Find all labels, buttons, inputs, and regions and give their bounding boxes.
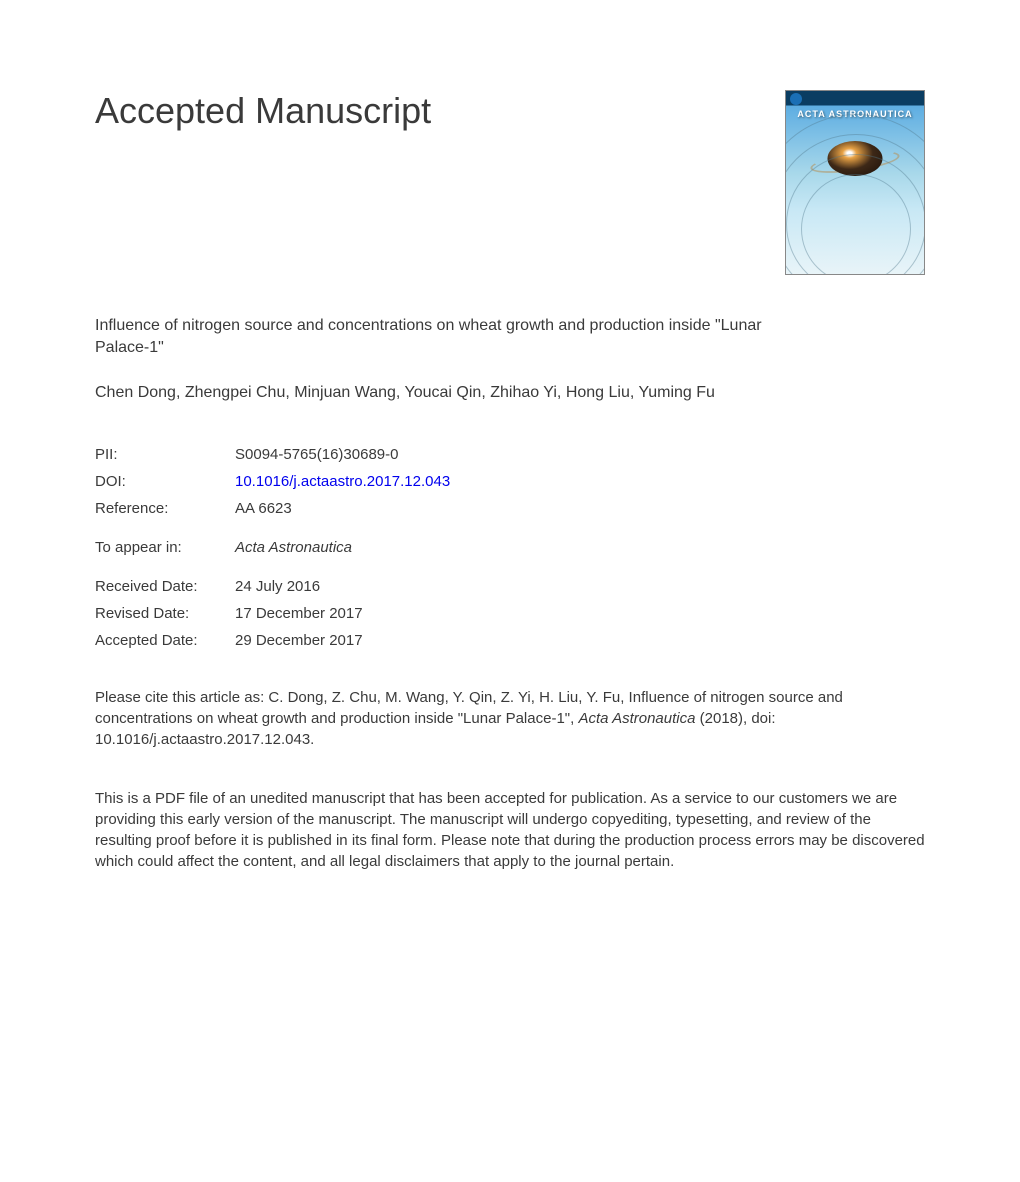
meta-value-received: 24 July 2016 xyxy=(235,578,320,595)
title-section: Influence of nitrogen source and concent… xyxy=(95,315,925,360)
meta-row-received: Received Date: 24 July 2016 xyxy=(95,578,925,595)
meta-value-doi-link[interactable]: 10.1016/j.actaastro.2017.12.043 xyxy=(235,473,450,490)
cover-logo-dot xyxy=(790,93,802,105)
meta-row-doi: DOI: 10.1016/j.actaastro.2017.12.043 xyxy=(95,473,925,490)
meta-row-revised: Revised Date: 17 December 2017 xyxy=(95,605,925,622)
meta-label: Received Date: xyxy=(95,578,235,595)
meta-value-pii: S0094-5765(16)30689-0 xyxy=(235,446,398,463)
article-title: Influence of nitrogen source and concent… xyxy=(95,315,775,360)
disclaimer-text: This is a PDF file of an unedited manusc… xyxy=(95,788,925,872)
meta-value-reference: AA 6623 xyxy=(235,500,292,517)
metadata-table: PII: S0094-5765(16)30689-0 DOI: 10.1016/… xyxy=(95,446,925,649)
meta-row-accepted: Accepted Date: 29 December 2017 xyxy=(95,632,925,649)
citation-text: Please cite this article as: C. Dong, Z.… xyxy=(95,687,925,750)
meta-value-journal: Acta Astronautica xyxy=(235,539,352,556)
meta-value-accepted: 29 December 2017 xyxy=(235,632,363,649)
meta-label: Reference: xyxy=(95,500,235,517)
journal-cover-thumbnail: ACTA ASTRONAUTICA xyxy=(785,90,925,275)
citation-journal: Acta Astronautica xyxy=(578,710,695,727)
header-row: Accepted Manuscript ACTA ASTRONAUTICA xyxy=(95,90,925,275)
meta-row-reference: Reference: AA 6623 xyxy=(95,500,925,517)
meta-label: Revised Date: xyxy=(95,605,235,622)
meta-label: To appear in: xyxy=(95,539,235,556)
meta-label: PII: xyxy=(95,446,235,463)
authors-list: Chen Dong, Zhengpei Chu, Minjuan Wang, Y… xyxy=(95,382,775,404)
meta-label: Accepted Date: xyxy=(95,632,235,649)
meta-row-appear: To appear in: Acta Astronautica xyxy=(95,539,925,556)
meta-row-pii: PII: S0094-5765(16)30689-0 xyxy=(95,446,925,463)
meta-value-revised: 17 December 2017 xyxy=(235,605,363,622)
page-heading: Accepted Manuscript xyxy=(95,90,785,132)
meta-label: DOI: xyxy=(95,473,235,490)
